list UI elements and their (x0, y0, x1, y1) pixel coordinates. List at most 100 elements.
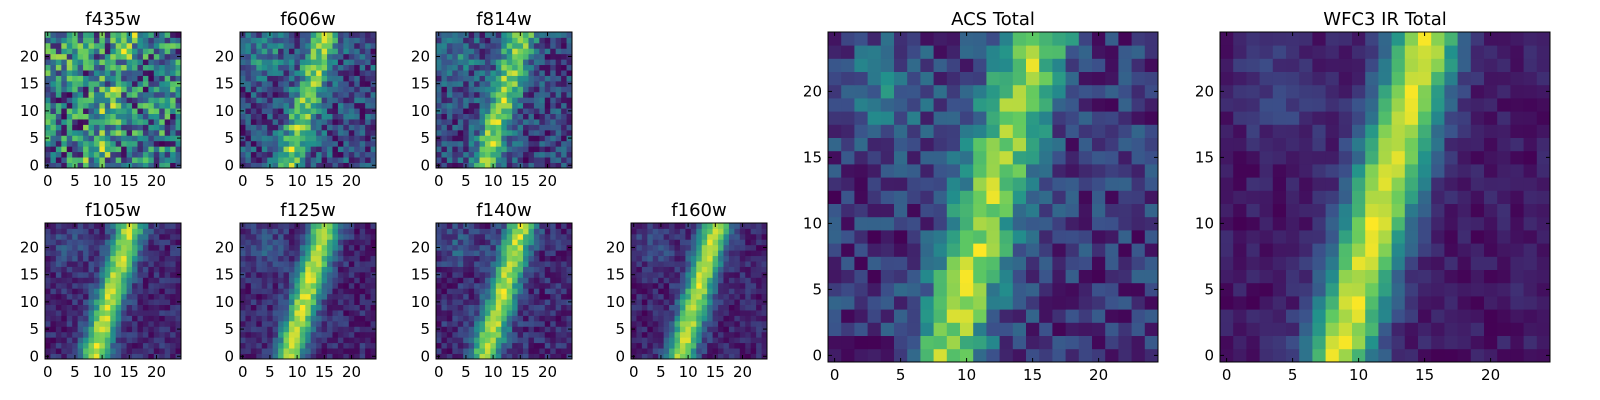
heatmap-cell (854, 177, 868, 191)
heatmap-cell (250, 304, 257, 311)
heatmap-cell (446, 342, 453, 349)
heatmap-cell (745, 271, 752, 278)
heatmap-cell (77, 310, 84, 316)
heatmap-cell (370, 223, 377, 229)
heatmap-cell (533, 75, 540, 82)
heatmap-cell (739, 244, 746, 251)
heatmap-cell (121, 119, 127, 125)
heatmap-cell (159, 282, 166, 289)
heatmap-cell (528, 315, 535, 322)
heatmap-cell (88, 326, 95, 333)
heatmap-cell (495, 244, 502, 251)
heatmap-cell (245, 64, 252, 71)
heatmap-cell (337, 86, 344, 93)
heatmap-cell (685, 228, 692, 235)
heatmap-cell (305, 146, 312, 153)
heatmap-cell (283, 53, 290, 60)
heatmap-cell (332, 310, 339, 316)
heatmap-cell (506, 250, 513, 257)
heatmap-cell (283, 288, 290, 295)
heatmap-cell (88, 244, 95, 251)
heatmap-cell (484, 255, 491, 262)
heatmap-cell (159, 113, 166, 120)
heatmap-cell (159, 277, 166, 284)
heatmap-cell (88, 42, 95, 49)
heatmap-cell (240, 315, 246, 322)
heatmap-cell (506, 75, 513, 82)
heatmap-cell (66, 86, 73, 93)
heatmap-cell (332, 86, 339, 93)
heatmap-cell (441, 233, 448, 240)
heatmap-cell (50, 42, 57, 49)
heatmap-cell (83, 37, 89, 44)
heatmap-cell (528, 261, 535, 267)
heatmap-cell (946, 164, 961, 178)
heatmap-cell (712, 261, 719, 267)
heatmap-cell (77, 124, 84, 131)
heatmap-cell (299, 157, 306, 163)
heatmap-cell (728, 342, 735, 349)
heatmap-cell (479, 315, 486, 322)
heatmap-cell (658, 293, 665, 300)
heatmap-cell (658, 348, 665, 354)
heatmap-cell (321, 266, 328, 273)
heatmap-cell (294, 70, 301, 76)
heatmap-cell (72, 151, 79, 158)
heatmap-cell (83, 151, 89, 158)
heatmap-cell (288, 228, 295, 235)
heatmap-cell (517, 102, 524, 109)
heatmap-cell (343, 75, 350, 82)
heatmap-cell (1131, 203, 1146, 218)
heatmap-cell (159, 42, 166, 49)
heatmap-cell (544, 108, 551, 114)
heatmap-cell (327, 233, 333, 240)
heatmap-cell (566, 255, 573, 262)
heatmap-cell (137, 320, 144, 327)
heatmap-cell (463, 53, 470, 60)
heatmap-cell (1144, 230, 1159, 244)
heatmap-cell (359, 304, 366, 311)
heatmap-cell (636, 282, 643, 289)
heatmap-cell (452, 48, 459, 55)
heatmap-cell (745, 266, 752, 273)
heatmap-cell (867, 348, 882, 363)
heatmap-cell (517, 64, 524, 71)
heatmap-cell (854, 150, 868, 165)
heatmap-cell (506, 315, 513, 322)
heatmap-cell (517, 271, 524, 278)
y-tick-label: 10 (411, 102, 430, 120)
x-tick-label: 20 (733, 363, 752, 381)
heatmap-cell (561, 162, 567, 169)
heatmap-cell (550, 353, 557, 360)
heatmap-cell (126, 59, 133, 66)
heatmap-cell (164, 228, 171, 235)
heatmap-cell (272, 97, 279, 104)
heatmap-cell (126, 342, 133, 349)
heatmap-cell (1052, 164, 1066, 178)
heatmap-cell (104, 97, 111, 104)
heatmap-cell (50, 86, 57, 93)
heatmap-cell (142, 331, 149, 338)
heatmap-cell (104, 326, 111, 333)
heatmap-cell (1026, 203, 1040, 218)
heatmap-cell (561, 157, 567, 163)
heatmap-cell (960, 203, 974, 218)
heatmap-cell (327, 108, 333, 114)
heatmap-cell (452, 157, 459, 163)
heatmap-cell (327, 129, 333, 136)
heatmap-cell (110, 86, 117, 93)
heatmap-cell (256, 266, 263, 273)
heatmap-cell (170, 119, 176, 125)
heatmap-cell (148, 244, 155, 251)
heatmap-cell (142, 113, 149, 120)
heatmap-cell (436, 239, 442, 246)
heatmap-cell (561, 315, 567, 322)
heatmap-cell (170, 80, 176, 87)
heatmap-cell (104, 239, 111, 246)
heatmap-cell (175, 146, 182, 153)
heatmap-cell (566, 157, 573, 163)
heatmap-cell (920, 348, 934, 363)
heatmap-cell (359, 244, 366, 251)
heatmap-cell (452, 37, 459, 44)
